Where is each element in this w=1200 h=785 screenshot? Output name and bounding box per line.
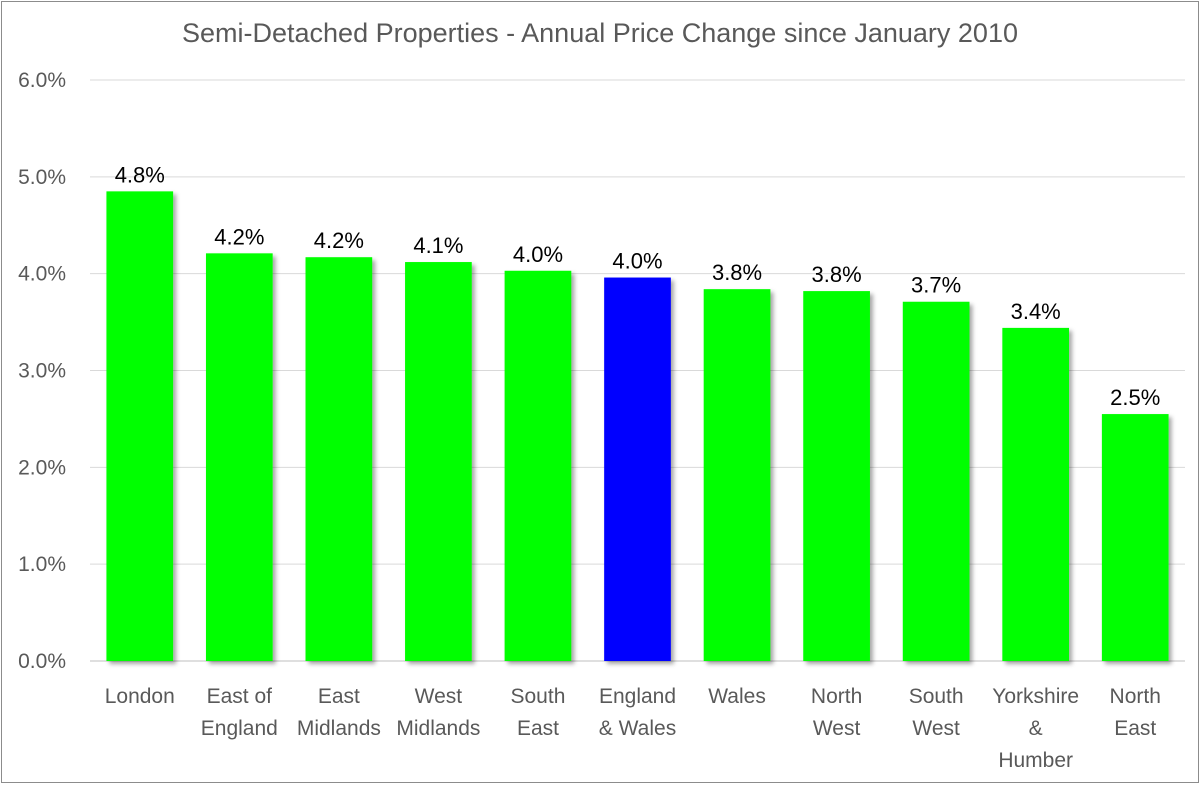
data-label: 4.8% [115, 162, 165, 187]
category-label: North East [1110, 685, 1161, 740]
bar [504, 270, 572, 661]
bar [902, 301, 970, 661]
y-axis-ticks: 0.0% 1.0% 2.0% 3.0% 4.0% 5.0% 6.0% [18, 69, 66, 673]
category-label: Wales [708, 685, 766, 708]
data-label: 4.0% [612, 249, 662, 274]
data-label: 3.8% [712, 260, 762, 285]
bar [405, 262, 472, 661]
bar [803, 291, 870, 661]
bar [106, 191, 174, 661]
category-label: England & Wales [599, 685, 676, 740]
category-labels: London East of England East Midlands West Midl… [105, 685, 1161, 772]
category-label: South West [909, 685, 964, 740]
data-labels: 4.8% 4.2% 4.2% 4.1% 4.0% 4.0% 3.8% 3.8% 3.7% 3.4%… [115, 162, 1161, 410]
category-label: London [105, 685, 175, 708]
category-label: South East [511, 685, 566, 740]
bar [305, 257, 373, 661]
data-label: 4.1% [413, 233, 463, 258]
category-label: West Midlands [396, 685, 480, 740]
y-tick-label: 2.0% [18, 456, 66, 479]
y-tick-label: 3.0% [18, 360, 66, 383]
data-label: 4.0% [513, 242, 563, 267]
data-label: 3.7% [911, 273, 961, 298]
data-label: 4.2% [314, 228, 364, 253]
category-label: Yorkshire & Humber [992, 685, 1079, 772]
bar [1002, 327, 1070, 661]
y-tick-label: 5.0% [18, 166, 66, 189]
category-label: East Midlands [297, 685, 381, 740]
data-label: 2.5% [1110, 385, 1160, 410]
data-label: 3.8% [812, 262, 862, 287]
data-label: 4.2% [214, 224, 264, 249]
bar [604, 277, 671, 661]
category-label: North West [811, 685, 862, 740]
category-label: East of England [201, 685, 278, 740]
bars [106, 191, 1169, 661]
data-label: 3.4% [1011, 299, 1061, 324]
bar [205, 253, 273, 661]
y-tick-label: 1.0% [18, 553, 66, 576]
y-tick-label: 4.0% [18, 263, 66, 286]
chart-title: Semi-Detached Properties - Annual Price … [182, 18, 1018, 48]
bar [1101, 414, 1169, 661]
y-tick-label: 6.0% [18, 69, 66, 92]
bar [703, 289, 771, 661]
y-tick-label: 0.0% [18, 650, 66, 673]
